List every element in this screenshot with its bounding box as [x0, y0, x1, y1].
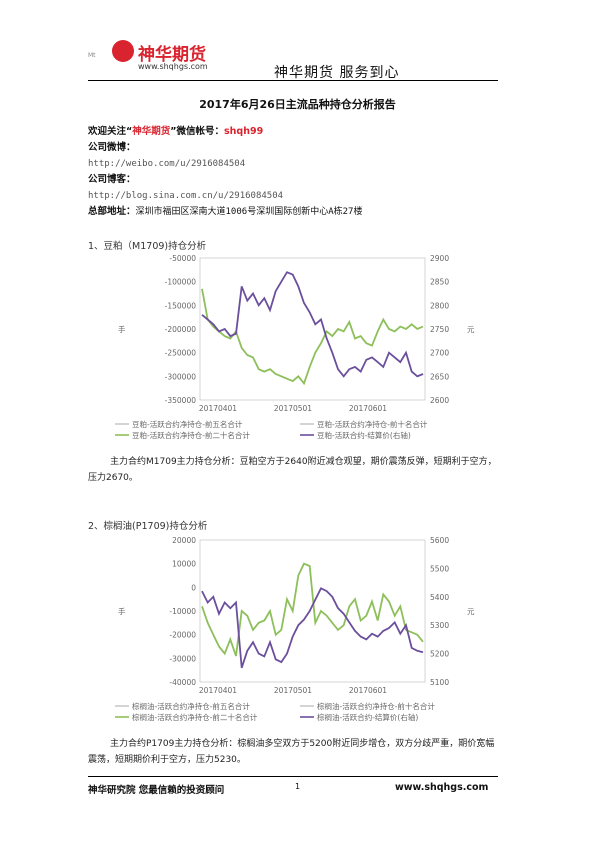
follow-name: 神华期货 [132, 126, 171, 137]
right-tick-label: 2600 [430, 396, 449, 405]
right-tick-label: 2700 [430, 349, 449, 358]
weibo-link[interactable]: http://weibo.com/u/2916084504 [88, 159, 246, 169]
x-tick-label: 20170601 [349, 404, 387, 413]
section2-heading: 2、棕榈油(P1709)持仓分析 [88, 521, 208, 532]
settle-price-line [201, 587, 424, 669]
logo-url[interactable]: www.shqhgs.com [138, 62, 208, 71]
left-tick-label: -50000 [169, 254, 196, 263]
follow-line: 欢迎关注“神华期货”微信帐号：shqh99 [88, 124, 263, 140]
blog-label: 公司博客： [88, 174, 136, 185]
right-tick-label: 2850 [430, 278, 449, 287]
left-tick-label: -350000 [165, 396, 197, 405]
left-tick-label: -250000 [165, 349, 197, 358]
legend-label: 棕榈油-活跃合约净持仓-前五名合计 [132, 701, 250, 711]
logo-mark: Mt [88, 52, 96, 59]
left-tick-label: -20000 [169, 631, 196, 640]
page-title: 2017年6月26日主流品种持仓分析报告 [199, 98, 396, 111]
x-tick-label: 20170501 [274, 404, 312, 413]
x-tick-label: 20170401 [199, 686, 237, 695]
footer-url[interactable]: www.shqhgs.com [395, 782, 489, 793]
plot-frame [199, 257, 426, 401]
left-tick-label: -30000 [169, 654, 196, 663]
wechat-id[interactable]: shqh99 [224, 126, 264, 137]
right-axis-label: 元 [467, 325, 475, 334]
legend-label: 棕榈油-活跃合约-结算价(右轴) [317, 712, 418, 722]
soymeal-position-chart: -50000 -100000 -150000 -200000 -250000 -30000… [115, 254, 475, 440]
right-tick-label: 5300 [430, 621, 449, 630]
address-label: 总部地址： [88, 206, 136, 217]
footer-divider [88, 776, 498, 777]
follow-prefix: 欢迎关注“ [88, 126, 133, 137]
net-position-line [201, 288, 424, 386]
right-tick-label: 5600 [430, 536, 449, 545]
address-text: 深圳市福田区深南大道1006号深圳国际创新中心A栋27楼 [135, 207, 363, 217]
right-tick-label: 5100 [430, 678, 449, 687]
x-tick-label: 20170401 [199, 404, 237, 413]
right-tick-label: 2900 [430, 254, 449, 263]
right-tick-label: 2750 [430, 325, 449, 334]
header-slogan: 神华期货 服务到心 [274, 65, 400, 81]
legend-label: 豆粕-活跃合约-结算价(右轴) [317, 430, 411, 440]
section1-paragraph: 主力合约M1709主力持仓分析：豆粕空方于2640附近减仓观望，期价震荡反弹，短… [88, 457, 497, 483]
right-tick-label: 5500 [430, 564, 449, 573]
blog-link[interactable]: http://blog.sina.com.cn/u/2916084504 [88, 191, 284, 201]
left-tick-label: -200000 [165, 325, 197, 334]
palm-oil-position-chart: 20000 10000 0 -10000 -20000 -30000 -40000 5600 5… [115, 536, 475, 722]
left-tick-label: 0 [191, 583, 196, 592]
section2-paragraph: 主力合约P1709主力持仓分析：棕榈油多空双方于5200附近同步增仓，双方分歧严… [88, 739, 495, 765]
plot-frame [199, 539, 426, 683]
left-axis-label: 手 [118, 606, 126, 616]
legend-label: 棕榈油-活跃合约净持仓-前二十名合计 [132, 712, 258, 722]
right-tick-label: 5400 [430, 593, 449, 602]
left-tick-label: -300000 [165, 372, 197, 381]
legend-label: 豆粕-活跃合约净持仓-前十名合计 [317, 419, 428, 429]
follow-mid: ”微信帐号： [170, 126, 225, 137]
left-tick-label: -150000 [165, 301, 197, 310]
page-number: 1 [295, 782, 301, 791]
address-line: 总部地址：深圳市福田区深南大道1006号深圳国际创新中心A栋27楼 [88, 204, 362, 220]
settle-price-line [201, 271, 424, 378]
legend-label: 豆粕-活跃合约净持仓-前二十名合计 [132, 430, 250, 440]
right-tick-label: 5200 [430, 650, 449, 659]
left-axis-label: 手 [118, 324, 126, 334]
legend-label: 豆粕-活跃合约净持仓-前五名合计 [132, 419, 243, 429]
left-tick-label: 20000 [172, 536, 196, 545]
x-tick-label: 20170501 [274, 686, 312, 695]
left-tick-label: -10000 [169, 607, 196, 616]
logo-icon [112, 40, 134, 62]
left-tick-label: 10000 [172, 560, 196, 569]
weibo-label: 公司微博： [88, 142, 136, 153]
footer-left: 神华研究院 您最信赖的投资顾问 [88, 785, 225, 796]
left-tick-label: -40000 [169, 678, 196, 687]
right-axis-label: 元 [467, 607, 475, 616]
left-tick-label: -100000 [165, 278, 197, 287]
net-position-line [201, 562, 424, 657]
right-tick-label: 2800 [430, 301, 449, 310]
header-divider [88, 80, 498, 81]
right-tick-label: 2650 [430, 372, 449, 381]
legend-label: 棕榈油-活跃合约净持仓-前十名合计 [317, 701, 435, 711]
logo-text: 神华期货 [138, 45, 206, 65]
x-tick-label: 20170601 [349, 686, 387, 695]
section1-heading: 1、豆粕（M1709)持仓分析 [88, 241, 207, 252]
